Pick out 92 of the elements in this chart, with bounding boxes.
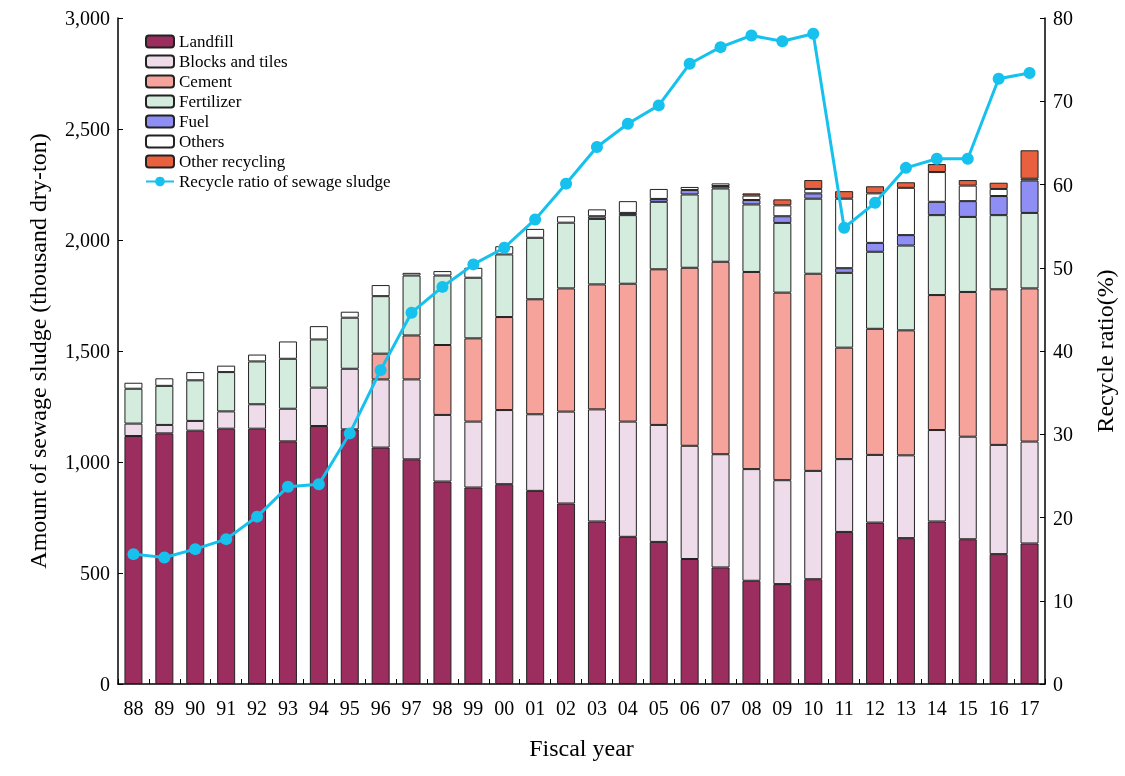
y2-tick-label: 30 <box>1053 423 1073 446</box>
x-tick-label: 00 <box>494 697 515 719</box>
x-tick-label: 94 <box>308 697 329 719</box>
x-tick-label: 92 <box>247 697 268 719</box>
x-tick-label: 09 <box>772 697 793 719</box>
bar <box>1020 150 1039 179</box>
y-tick-label: 500 <box>80 562 110 584</box>
x-tick-label: 97 <box>401 697 422 719</box>
legend-label: Fertilizer <box>179 92 242 111</box>
point <box>590 141 603 154</box>
x-tick-label: 04 <box>617 697 638 719</box>
x-tick-label: 16 <box>988 697 1009 719</box>
point <box>467 258 480 271</box>
x-tick-label: 90 <box>185 697 206 719</box>
y-tick-label: 2,500 <box>65 118 110 140</box>
x-tick-label: 91 <box>216 697 237 719</box>
x-tick-label: 11 <box>834 697 854 719</box>
x-tick-label: 08 <box>741 697 762 719</box>
bar <box>618 201 637 213</box>
point <box>281 480 294 493</box>
x-tick-label: 14 <box>926 697 947 719</box>
point <box>714 41 727 54</box>
y2-tick-label: 10 <box>1053 589 1073 612</box>
point <box>652 99 665 112</box>
x-tick-label: 10 <box>803 697 824 719</box>
point <box>930 152 943 165</box>
y-tick-label: 2,000 <box>65 229 110 251</box>
x-tick-label: 99 <box>463 697 484 719</box>
x-tick-label: 07 <box>710 697 731 719</box>
point <box>838 221 851 234</box>
point <box>745 29 758 42</box>
point <box>992 72 1005 85</box>
bar <box>587 209 606 217</box>
x-tick-label: 13 <box>895 697 916 719</box>
y2-tick-label: 60 <box>1053 173 1073 196</box>
bar <box>742 195 761 201</box>
x-tick-label: 02 <box>556 697 577 719</box>
bar <box>649 188 668 199</box>
point <box>251 510 264 523</box>
y2-tick-label: 50 <box>1053 256 1073 279</box>
x-tick-label: 95 <box>339 697 360 719</box>
legend-label: Fuel <box>179 112 210 131</box>
point <box>560 177 573 190</box>
point <box>683 57 696 70</box>
y-tick-label: 0 <box>100 673 110 695</box>
point <box>343 427 356 440</box>
point <box>899 161 912 174</box>
point <box>127 548 140 561</box>
x-axis-title: Fiscal year <box>529 735 634 761</box>
legend-label: Others <box>179 132 225 151</box>
y2-tick-label: 80 <box>1053 7 1073 29</box>
y-tick-label: 1,000 <box>65 451 110 473</box>
x-tick-label: 96 <box>370 697 391 719</box>
point <box>312 478 325 491</box>
x-tick-label: 89 <box>154 697 175 719</box>
x-tick-label: 01 <box>525 697 546 719</box>
y2-tick-label: 40 <box>1053 340 1073 362</box>
y-tick-label: 1,500 <box>65 340 110 362</box>
point <box>961 152 974 165</box>
x-tick-label: 93 <box>277 697 298 719</box>
y-axis-title: Amount of sewage sludge (thousand dry-ton) <box>25 133 51 569</box>
y2-tick-label: 0 <box>1053 673 1063 695</box>
point <box>1023 66 1036 79</box>
point <box>220 533 233 546</box>
legend-label: Other recycling <box>179 152 286 171</box>
point <box>529 213 542 226</box>
x-tick-label: 17 <box>1019 697 1040 719</box>
legend-label: Blocks and tiles <box>179 52 288 71</box>
x-tick-label: 05 <box>648 697 669 719</box>
legend-label: Landfill <box>179 32 235 51</box>
x-tick-label: 03 <box>586 697 607 719</box>
y2-axis-title: Recycle ratio(%) <box>1092 269 1118 433</box>
x-tick-label: 98 <box>432 697 453 719</box>
point <box>498 241 511 254</box>
y2-tick-label: 20 <box>1053 506 1073 529</box>
legend-label: Recycle ratio of sewage sludge <box>179 172 391 191</box>
point <box>869 196 882 209</box>
x-tick-label: 88 <box>123 697 144 719</box>
legend-label: Cement <box>179 72 233 91</box>
x-tick-label: 12 <box>865 697 886 719</box>
x-tick-label: 15 <box>957 697 978 719</box>
point <box>621 117 634 130</box>
x-tick-label: 06 <box>679 697 700 719</box>
point <box>405 306 418 319</box>
y2-tick-label: 70 <box>1053 90 1073 113</box>
bar <box>680 186 699 191</box>
point <box>189 543 202 556</box>
point <box>436 280 449 293</box>
y-tick-label: 3,000 <box>65 7 110 29</box>
point <box>807 27 820 40</box>
point <box>776 35 789 48</box>
point <box>158 551 171 564</box>
